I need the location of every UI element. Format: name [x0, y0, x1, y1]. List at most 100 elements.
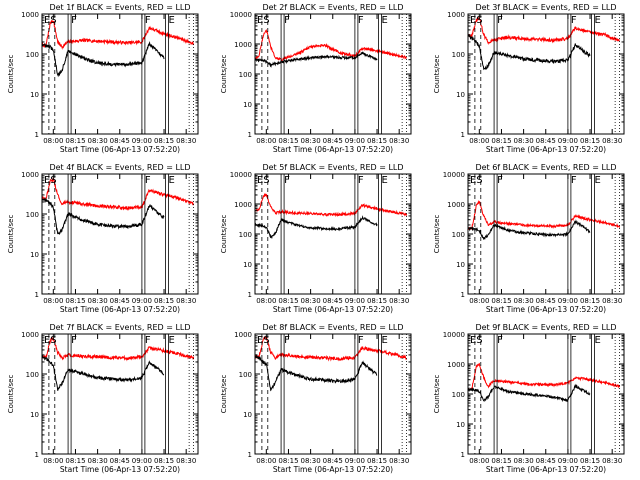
y-axis-label: Counts/sec: [220, 375, 228, 414]
series-events-line: [467, 383, 591, 403]
marker-label: E: [382, 15, 388, 26]
plot-title: Det 2f BLACK = Events, RED = LLD: [262, 3, 403, 12]
y-tick-label: 1000: [21, 11, 39, 19]
y-axis-label: Counts/sec: [433, 215, 441, 254]
marker-label: ES: [257, 15, 270, 26]
y-tick-label: 1000: [447, 11, 465, 19]
y-tick-label: 100: [26, 371, 39, 379]
x-axis-label: Start Time (06-Apr-13 07:52:20): [273, 465, 393, 474]
x-tick-label: 08:30: [301, 137, 321, 145]
marker-label: F: [571, 335, 577, 346]
plot-panel-4: Det 4f BLACK = Events, RED = LLD ES F F E 1 10…: [7, 163, 199, 314]
marker-label: ES: [257, 335, 270, 346]
x-tick-label: 09:00: [558, 457, 578, 465]
x-tick-label: 08:30: [176, 457, 196, 465]
x-tick-label: 08:15: [65, 297, 85, 305]
y-tick-label: 1000: [447, 201, 465, 209]
marker-label: F: [145, 15, 151, 26]
y-tick-label: 100: [26, 51, 39, 59]
x-tick-label: 08:15: [491, 457, 511, 465]
y-tick-label: 100: [26, 211, 39, 219]
marker-label: E: [382, 335, 388, 346]
y-tick-label: 10000: [443, 171, 465, 179]
y-axis-label: Counts/sec: [7, 375, 15, 414]
x-tick-label: 08:45: [536, 137, 556, 145]
plot-title: Det 4f BLACK = Events, RED = LLD: [49, 163, 190, 172]
y-tick-label: 1: [248, 291, 252, 299]
x-tick-label: 09:00: [345, 137, 365, 145]
y-tick-label: 10: [456, 91, 465, 99]
x-tick-label: 08:45: [536, 457, 556, 465]
y-axis-label: Counts/sec: [433, 55, 441, 94]
plot-panel-8: Det 8f BLACK = Events, RED = LLD ES F F E 1 10…: [220, 323, 412, 474]
series-events-line: [254, 51, 378, 68]
plot-panel-1: Det 1f BLACK = Events, RED = LLD ES F F E 1 10…: [7, 3, 199, 154]
y-tick-label: 100: [239, 231, 252, 239]
y-tick-label: 10000: [230, 11, 252, 19]
y-tick-label: 10: [243, 411, 252, 419]
series-events-line: [468, 219, 591, 240]
y-tick-label: 10: [30, 251, 39, 259]
x-tick-label: 09:00: [558, 297, 578, 305]
plot-title: Det 1f BLACK = Events, RED = LLD: [49, 3, 190, 12]
plot-title: Det 3f BLACK = Events, RED = LLD: [475, 3, 616, 12]
y-tick-label: 1: [461, 291, 465, 299]
x-tick-label: 08:15: [367, 457, 387, 465]
x-tick-label: 08:15: [154, 297, 174, 305]
marker-label: F: [145, 335, 151, 346]
marker-label: F: [284, 175, 290, 186]
x-tick-label: 08:30: [602, 457, 622, 465]
y-tick-label: 1: [35, 451, 39, 459]
x-axis-label: Start Time (06-Apr-13 07:52:20): [60, 145, 180, 154]
marker-label: E: [169, 175, 175, 186]
x-tick-label: 08:00: [256, 297, 276, 305]
x-tick-label: 08:30: [176, 137, 196, 145]
plot-frame: [467, 13, 625, 135]
marker-label: F: [497, 15, 503, 26]
series-events-line: [41, 197, 165, 236]
plot-panel-7: Det 7f BLACK = Events, RED = LLD ES F F E 1 10…: [7, 323, 199, 474]
plot-panel-9: Det 9f BLACK = Events, RED = LLD ES F F E 1 10…: [433, 323, 625, 474]
y-tick-label: 10000: [443, 331, 465, 339]
x-axis-label: Start Time (06-Apr-13 07:52:20): [486, 465, 606, 474]
plot-title: Det 5f BLACK = Events, RED = LLD: [262, 163, 403, 172]
x-tick-label: 08:30: [88, 457, 108, 465]
y-tick-label: 1: [461, 131, 465, 139]
x-tick-label: 08:15: [154, 137, 174, 145]
x-tick-label: 08:15: [278, 137, 298, 145]
marker-label: ES: [44, 335, 57, 346]
y-tick-label: 1000: [21, 171, 39, 179]
y-tick-label: 1000: [234, 201, 252, 209]
x-axis-label: Start Time (06-Apr-13 07:52:20): [60, 305, 180, 314]
plot-title: Det 9f BLACK = Events, RED = LLD: [475, 323, 616, 332]
marker-label: F: [71, 15, 77, 26]
y-tick-label: 10: [243, 261, 252, 269]
x-tick-label: 08:00: [256, 137, 276, 145]
marker-label: E: [169, 15, 175, 26]
plot-panel-5: Det 5f BLACK = Events, RED = LLD ES F F E 1 10…: [220, 163, 412, 314]
series-events-line: [467, 34, 591, 71]
x-tick-label: 08:30: [389, 457, 409, 465]
plot-title: Det 8f BLACK = Events, RED = LLD: [262, 323, 403, 332]
x-tick-label: 08:30: [514, 137, 534, 145]
x-tick-label: 09:00: [132, 297, 152, 305]
x-tick-label: 08:15: [580, 457, 600, 465]
x-tick-label: 08:45: [323, 137, 343, 145]
y-axis-label: Counts/sec: [433, 375, 441, 414]
marker-label: F: [497, 335, 503, 346]
series-events-line: [254, 354, 378, 392]
marker-label: ES: [44, 15, 57, 26]
marker-label: F: [358, 15, 364, 26]
y-axis-label: Counts/sec: [220, 55, 228, 94]
marker-label: E: [169, 335, 175, 346]
series-events-line: [254, 215, 378, 240]
x-tick-label: 08:15: [65, 457, 85, 465]
plot-panel-2: Det 2f BLACK = Events, RED = LLD ES F F E 1 10…: [220, 3, 412, 154]
x-tick-label: 08:00: [256, 457, 276, 465]
x-tick-label: 08:45: [110, 137, 130, 145]
plot-frame: [41, 173, 199, 295]
x-tick-label: 08:15: [367, 297, 387, 305]
x-tick-label: 08:00: [43, 297, 63, 305]
x-axis-label: Start Time (06-Apr-13 07:52:20): [273, 145, 393, 154]
marker-label: ES: [44, 175, 57, 186]
